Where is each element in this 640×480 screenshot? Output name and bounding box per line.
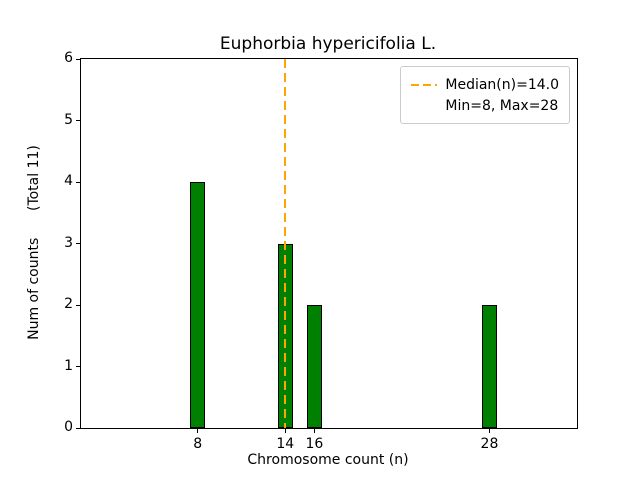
median-dashed-line <box>284 59 287 428</box>
legend-label: Min=8, Max=28 <box>445 97 559 114</box>
y-tick-mark <box>76 120 80 121</box>
bar <box>190 182 205 428</box>
y-tick-label: 1 <box>64 357 73 374</box>
legend-handle-spacer <box>411 105 437 107</box>
legend-entry: Median(n)=14.0 <box>411 74 559 95</box>
y-tick-label: 6 <box>64 50 73 66</box>
x-tick-label: 8 <box>193 436 203 452</box>
x-tick-label: 14 <box>276 436 295 452</box>
y-tick-mark <box>76 304 80 306</box>
bar <box>307 305 322 428</box>
x-tick-mark <box>284 429 286 433</box>
legend: Median(n)=14.0 Min=8, Max=28 <box>400 66 570 124</box>
y-tick-label: 3 <box>64 234 73 251</box>
y-tick-mark <box>76 366 80 367</box>
x-axis-label: Chromosome count (n) <box>247 452 409 468</box>
bar <box>482 305 497 428</box>
y-tick-label: 4 <box>64 173 73 189</box>
y-tick-label: 0 <box>64 419 73 435</box>
x-tick-mark <box>313 429 315 433</box>
legend-label: Median(n)=14.0 <box>445 76 559 93</box>
y-tick-mark <box>76 58 80 60</box>
x-tick-mark <box>197 429 199 433</box>
x-tick-mark <box>488 429 490 433</box>
legend-dashed-line-icon <box>411 83 438 86</box>
y-tick-label: 5 <box>64 111 73 128</box>
y-tick-mark <box>76 181 80 183</box>
chart-title: Euphorbia hypericifolia L. <box>219 34 437 54</box>
x-tick-label: 28 <box>480 436 499 452</box>
plot-area: Median(n)=14.0 Min=8, Max=28 8 14 16 28 0 1 2 3 4… <box>64 50 578 452</box>
x-tick-label: 16 <box>305 436 324 452</box>
y-tick-label: 2 <box>64 296 73 312</box>
y-tick-mark <box>76 427 80 429</box>
legend-entry: Min=8, Max=28 <box>411 95 559 116</box>
y-tick-mark <box>76 243 80 244</box>
